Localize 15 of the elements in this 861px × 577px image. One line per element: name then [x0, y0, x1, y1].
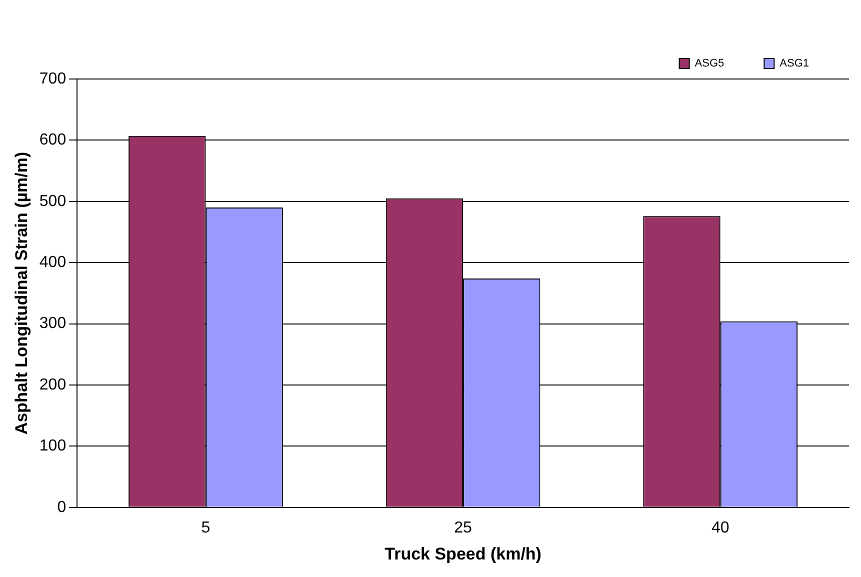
y-tick-label: 600 [39, 132, 66, 149]
y-tick-label: 700 [39, 70, 66, 88]
legend-label: ASG5 [694, 58, 724, 70]
x-tick-label: 25 [454, 519, 472, 536]
y-tick-label: 500 [39, 192, 66, 210]
legend-label: ASG1 [780, 58, 810, 70]
x-tick-label: 5 [201, 519, 210, 536]
y-tick-label: 200 [39, 376, 66, 394]
x-tick-label: 40 [711, 519, 730, 536]
y-axis-title: Asphalt Longitudinal Strain (µm/m) [12, 152, 31, 435]
y-tick-label: 100 [39, 438, 66, 455]
y-tick-label: 400 [39, 254, 66, 272]
y-tick-label: 300 [39, 315, 66, 332]
y-tick-label: 0 [57, 498, 66, 516]
x-axis-title: Truck Speed (km/h) [384, 544, 542, 564]
